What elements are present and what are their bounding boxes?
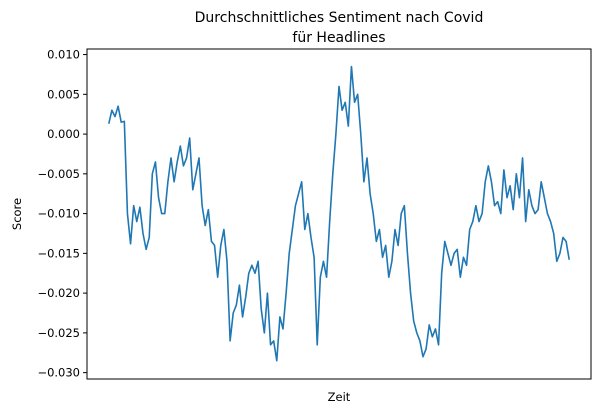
y-axis-label: Score [10,198,24,230]
y-tick-label: −0.005 [37,167,80,181]
y-tick-label: 0.005 [47,87,80,101]
y-axis-ticks: 0.010 0.005 0.000 −0.005 −0.010 −0.015 −0.020 −… [37,48,87,380]
series-line-0 [108,65,571,362]
chart-title-line-2: für Headlines [292,30,385,46]
y-tick-label: −0.025 [37,326,80,340]
y-tick-label: −0.030 [37,366,80,380]
plot-series [108,65,571,362]
x-axis-label: Zeit [328,390,351,404]
plot-frame [86,48,592,380]
chart-title-line-1: Durchschnittliches Sentiment nach Covid [195,10,484,26]
y-tick-label: −0.010 [37,207,80,221]
y-tick-label: 0.000 [47,127,80,141]
y-tick-label: −0.020 [37,286,80,300]
y-tick-label: −0.015 [37,246,80,260]
y-tick-label: 0.010 [47,48,80,62]
